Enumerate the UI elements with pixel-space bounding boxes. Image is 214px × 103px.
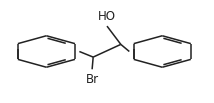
Text: Br: Br [86,73,99,86]
Text: HO: HO [98,10,116,23]
